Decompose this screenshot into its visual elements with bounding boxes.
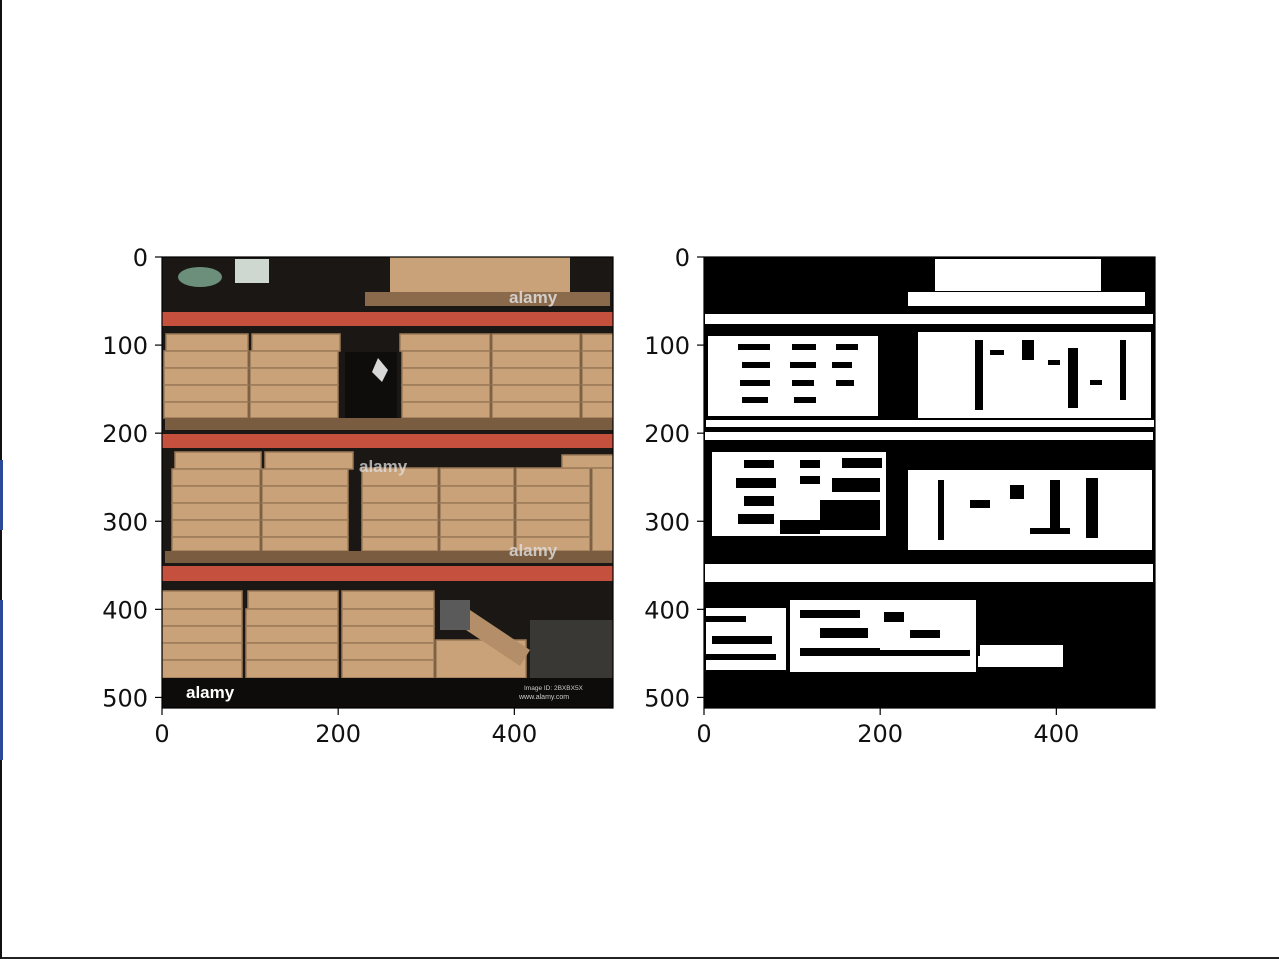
x-tick-label: 400 bbox=[491, 720, 537, 748]
pallet bbox=[165, 418, 405, 430]
mask-holes bbox=[706, 340, 1126, 660]
axes-right: 0 200 400 0 100 200 300 400 500 bbox=[644, 244, 1156, 748]
y-tick-label: 400 bbox=[644, 596, 690, 624]
box-row-3 bbox=[162, 590, 527, 679]
y-tick-label: 500 bbox=[102, 684, 148, 712]
shelf-beam bbox=[162, 312, 613, 326]
pallet bbox=[400, 418, 613, 430]
y-tick-label: 500 bbox=[644, 684, 690, 712]
y-tick-label: 300 bbox=[644, 508, 690, 536]
y-tick-label: 0 bbox=[133, 244, 148, 272]
gap-dark bbox=[345, 352, 397, 422]
exit-sign bbox=[178, 267, 222, 287]
x-tick-label: 200 bbox=[857, 720, 903, 748]
watermark-image-id: Image ID: 2BXBX5X bbox=[524, 685, 584, 692]
box-row-1 bbox=[163, 333, 613, 419]
shadow-area bbox=[530, 620, 613, 678]
axis-ticks-left: 0 200 400 0 100 200 300 400 500 bbox=[102, 244, 614, 748]
x-tick-label: 200 bbox=[315, 720, 361, 748]
debris bbox=[372, 358, 388, 382]
bottom-band bbox=[162, 678, 613, 708]
box-stack bbox=[390, 257, 570, 297]
y-tick-label: 0 bbox=[675, 244, 690, 272]
image-mask bbox=[704, 257, 1155, 708]
axes-left: alamy alamy alamy alamy Image ID: 2BXBX5… bbox=[102, 244, 614, 748]
y-tick-label: 100 bbox=[102, 332, 148, 360]
y-tick-label: 300 bbox=[102, 508, 148, 536]
tilted-box bbox=[460, 610, 530, 666]
y-tick-label: 400 bbox=[102, 596, 148, 624]
pallet bbox=[165, 551, 365, 563]
axes-frame bbox=[703, 256, 1156, 709]
x-tick-label: 400 bbox=[1033, 720, 1079, 748]
watermark-text: alamy bbox=[359, 457, 408, 476]
watermark-logo: alamy bbox=[186, 683, 235, 702]
watermark-site: www.alamy.com bbox=[518, 694, 569, 701]
window-edge-accent bbox=[0, 460, 3, 530]
watermark-text: alamy bbox=[509, 541, 558, 560]
watermark-text: alamy bbox=[509, 288, 558, 307]
shelf-beam bbox=[162, 566, 613, 581]
x-tick-label: 0 bbox=[696, 720, 711, 748]
x-tick-label: 0 bbox=[154, 720, 169, 748]
y-tick-label: 100 bbox=[644, 332, 690, 360]
pallet bbox=[362, 551, 613, 563]
shelf-beam bbox=[162, 434, 613, 448]
dark-object bbox=[440, 600, 470, 630]
ceiling-light bbox=[235, 259, 269, 283]
pallet bbox=[365, 292, 610, 306]
window-edge-accent bbox=[0, 600, 3, 760]
image-original bbox=[162, 257, 613, 708]
y-tick-label: 200 bbox=[644, 420, 690, 448]
axis-ticks-right: 0 200 400 0 100 200 300 400 500 bbox=[644, 244, 1156, 748]
box-row-2 bbox=[171, 451, 613, 552]
axes-frame bbox=[161, 256, 614, 709]
y-tick-label: 200 bbox=[102, 420, 148, 448]
